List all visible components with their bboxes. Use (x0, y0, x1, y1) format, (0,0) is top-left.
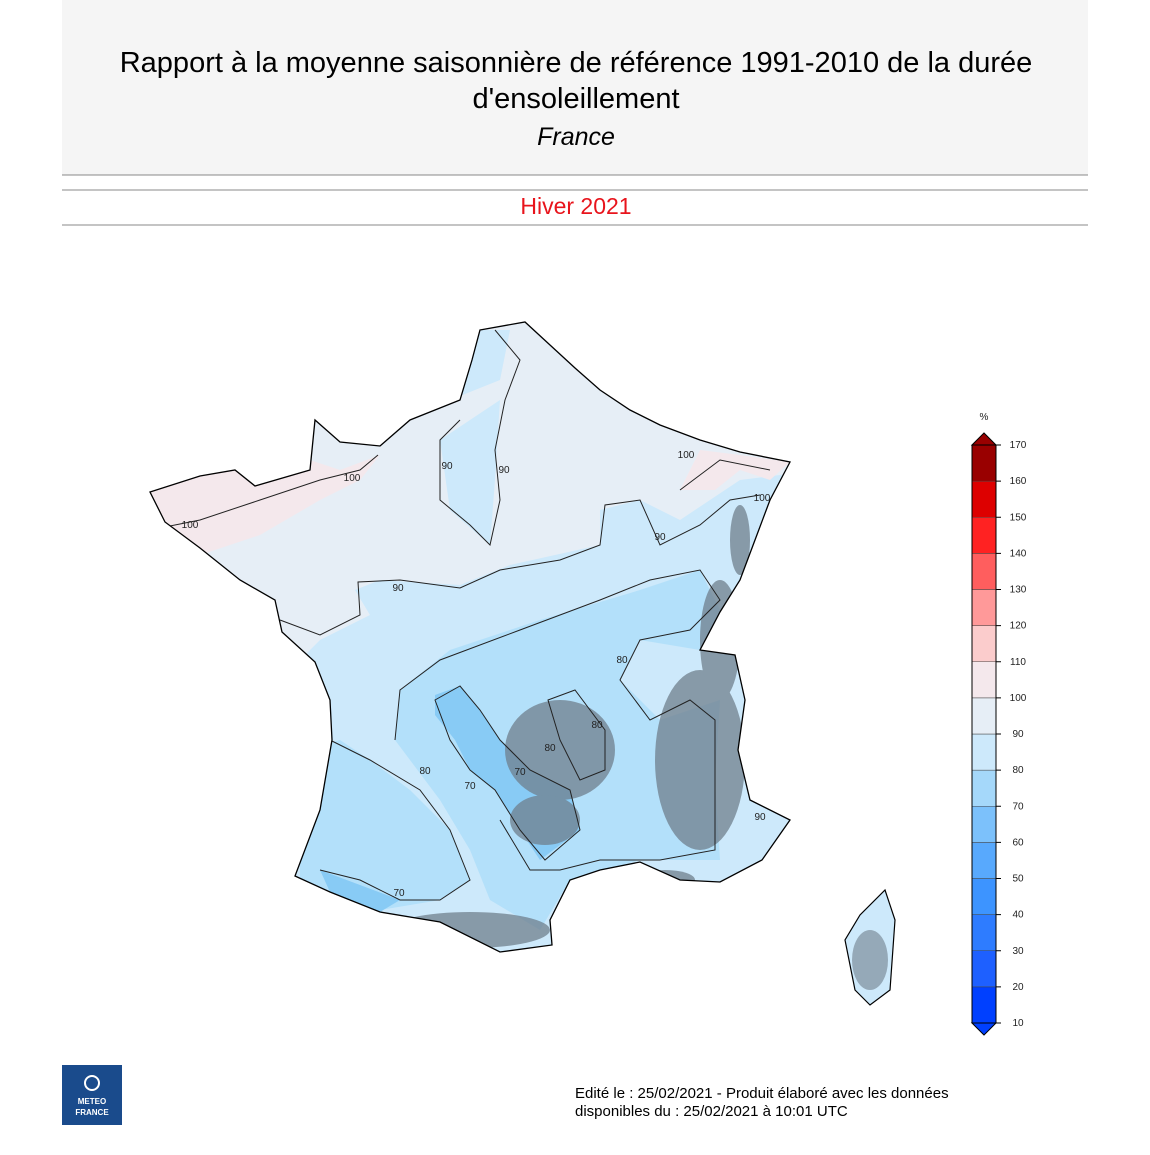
map: 100 100 90 90 100 100 90 90 80 80 80 70 70 80 70 90 (149, 321, 896, 1006)
colorbar-bin (971, 661, 997, 699)
contour-label: 80 (616, 655, 628, 666)
colorbar-bin (971, 769, 997, 807)
contour (439, 329, 521, 546)
colorbar-tick-label: 150 (1010, 512, 1027, 523)
contour-label: 70 (393, 888, 405, 899)
colorbar-tick-label: 90 (1012, 729, 1024, 740)
colorbar-bin (971, 950, 997, 988)
contour-label: 80 (419, 766, 431, 777)
contour (679, 459, 771, 491)
logo-text: FRANCE (75, 1108, 109, 1117)
colorbar-tick-label: 110 (1010, 657, 1026, 668)
contour (150, 454, 379, 531)
colorbar-bin (971, 589, 997, 626)
contour (394, 569, 721, 871)
colorbar-bin (971, 878, 997, 915)
colorbar-bin (971, 986, 997, 1024)
colorbar-arrow (970, 432, 998, 446)
contour-label: 100 (678, 450, 695, 461)
colorbar-bin (971, 553, 997, 590)
logo-text: METEO (78, 1097, 106, 1106)
contour-label: 70 (514, 767, 526, 778)
contour-label: 90 (654, 532, 666, 543)
contour-label: 70 (464, 781, 476, 792)
contour-labels: 100 100 90 90 100 100 90 90 80 80 80 70 70 80 70 90 (182, 450, 771, 899)
contour-label: 80 (591, 720, 603, 731)
colorbar-bin (971, 842, 997, 879)
colorbar: % 10 20 30 40 50 60 70 80 90 100 110 120 130 140 150 16… (970, 412, 1027, 1036)
header-box (62, 0, 1088, 175)
colorbar-bin (971, 806, 997, 843)
colorbar-tick-label: 80 (1012, 765, 1024, 776)
colorbar-bin (971, 625, 997, 662)
contour-label: 90 (392, 583, 404, 594)
region: France (537, 123, 615, 151)
colorbar-bin (971, 517, 997, 554)
contour-label: 90 (754, 812, 766, 823)
colorbar-bin (971, 733, 997, 771)
colorbar-bin (971, 444, 997, 482)
colorbar-tick-label: 50 (1012, 874, 1024, 885)
relief (852, 930, 888, 990)
title-line: d'ensoleillement (472, 83, 679, 115)
colorbar-arrow (970, 1022, 998, 1036)
colorbar-tick-label: 60 (1012, 837, 1024, 848)
contour-label: 100 (182, 520, 199, 531)
season: Hiver 2021 (520, 193, 631, 219)
footer-line: disponibles du : 25/02/2021 à 10:01 UTC (575, 1103, 848, 1120)
colorbar-tick-label: 100 (1010, 693, 1027, 704)
contour-label: 90 (498, 465, 510, 476)
contour-label: 100 (344, 473, 361, 484)
colorbar-bin (971, 914, 997, 951)
footer-line: Edité le : 25/02/2021 - Produit élaboré … (575, 1085, 949, 1102)
zone-100-110 (680, 450, 790, 490)
colorbar-tick-label: 120 (1010, 621, 1027, 632)
colorbar-tick-label: 160 (1010, 476, 1027, 487)
contour (319, 739, 471, 901)
colorbar-bin (971, 480, 997, 518)
colorbar-tick-label: 170 (1010, 440, 1027, 451)
contour (434, 685, 581, 861)
colorbar-tick-label: 40 (1012, 910, 1024, 921)
colorbar-tick-label: 130 (1010, 585, 1027, 596)
colorbar-tick-label: 10 (1012, 1018, 1024, 1029)
contour (547, 689, 606, 781)
contour-label: 90 (441, 461, 453, 472)
contour-label: 100 (754, 493, 771, 504)
title-line: Rapport à la moyenne saisonnière de réfé… (120, 47, 1033, 79)
colorbar-bin (971, 697, 997, 735)
colorbar-tick-label: 30 (1012, 946, 1024, 957)
colorbar-tick-label: 70 (1012, 801, 1024, 812)
colorbar-tick-label: 140 (1010, 548, 1027, 559)
colorbar-unit: % (980, 412, 989, 423)
colorbar-tick-label: 20 (1012, 982, 1024, 993)
contour (279, 494, 761, 636)
logo-icon (84, 1075, 100, 1091)
contour-label: 80 (544, 743, 556, 754)
